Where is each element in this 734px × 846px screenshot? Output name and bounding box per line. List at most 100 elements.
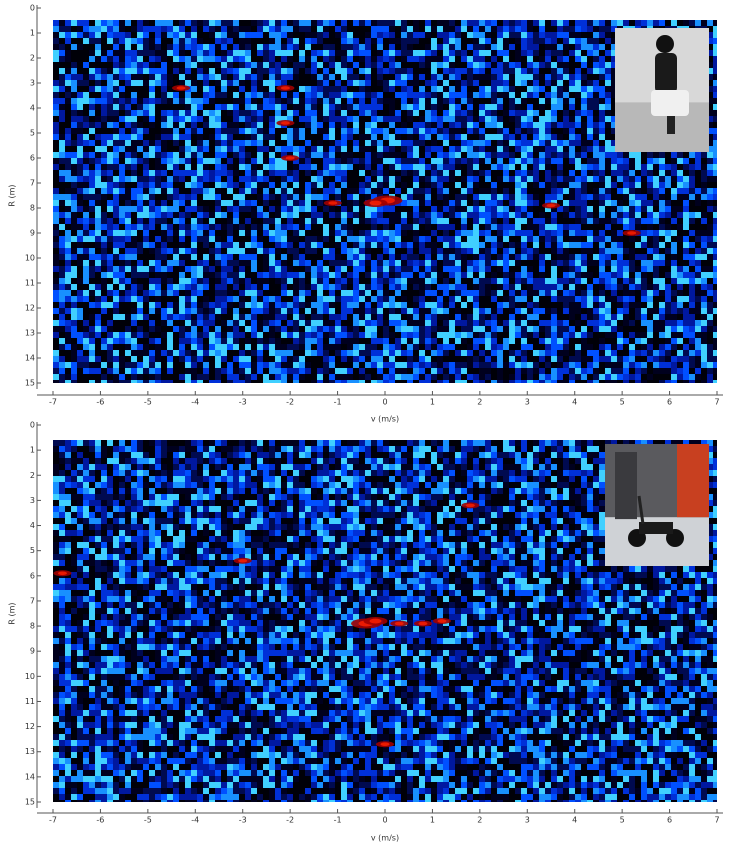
heatmap-cell xyxy=(89,266,95,272)
heatmap-cell xyxy=(707,272,713,278)
heatmap-cell xyxy=(713,284,717,290)
heatmap-cell xyxy=(335,242,341,248)
heatmap-cell xyxy=(353,146,359,152)
heatmap-cell xyxy=(485,236,491,242)
heatmap-cell xyxy=(341,26,347,32)
heatmap-cell xyxy=(587,272,593,278)
heatmap-cell xyxy=(407,260,413,266)
heatmap-cell xyxy=(605,194,611,200)
heatmap-cell xyxy=(587,74,593,80)
heatmap-cell xyxy=(425,218,431,224)
heatmap-cell xyxy=(293,44,299,50)
heatmap-cell xyxy=(317,194,323,200)
heatmap-cell xyxy=(113,248,119,254)
heatmap-cell xyxy=(491,92,497,98)
heatmap-cell xyxy=(593,206,599,212)
heatmap-cell xyxy=(269,242,275,248)
heatmap-cell xyxy=(293,206,299,212)
heatmap-cell xyxy=(437,218,443,224)
heatmap-cell xyxy=(113,74,119,80)
heatmap-cell xyxy=(299,146,305,152)
heatmap-cell xyxy=(611,242,617,248)
heatmap-cell xyxy=(665,248,671,254)
heatmap-cell xyxy=(101,110,107,116)
heatmap-cell xyxy=(383,104,389,110)
heatmap-cell xyxy=(599,98,605,104)
heatmap-cell xyxy=(281,272,287,278)
heatmap-cell xyxy=(221,134,227,140)
heatmap-cell xyxy=(203,50,209,56)
heatmap-cell xyxy=(233,248,239,254)
heatmap-cell xyxy=(431,110,437,116)
heatmap-cell xyxy=(491,278,497,284)
heatmap-cell xyxy=(539,188,545,194)
heatmap-cell xyxy=(575,158,581,164)
heatmap-cell xyxy=(611,176,617,182)
heatmap-cell xyxy=(503,254,509,260)
heatmap-cell xyxy=(317,206,323,212)
heatmap-cell xyxy=(545,44,551,50)
heatmap-cell xyxy=(95,278,101,284)
heatmap-cell xyxy=(119,158,125,164)
heatmap-cell xyxy=(269,92,275,98)
heatmap-cell xyxy=(137,248,143,254)
heatmap-cell xyxy=(557,284,563,290)
heatmap-cell xyxy=(227,254,233,260)
heatmap-cell xyxy=(539,182,545,188)
heatmap-cell xyxy=(569,32,575,38)
heatmap-cell xyxy=(197,74,203,80)
heatmap-cell xyxy=(335,74,341,80)
heatmap-cell xyxy=(353,176,359,182)
heatmap-cell xyxy=(215,116,221,122)
heatmap-cell xyxy=(491,56,497,62)
heatmap-cell xyxy=(149,68,155,74)
heatmap-cell xyxy=(491,242,497,248)
heatmap-cell xyxy=(605,122,611,128)
heatmap-cell xyxy=(287,260,293,266)
heatmap-cell xyxy=(167,74,173,80)
heatmap-cell xyxy=(605,158,611,164)
heatmap-cell xyxy=(557,194,563,200)
heatmap-cell xyxy=(299,80,305,86)
heatmap-cell xyxy=(143,200,149,206)
heatmap-cell xyxy=(563,20,569,26)
heatmap-cell xyxy=(671,248,677,254)
heatmap-cell xyxy=(287,170,293,176)
heatmap-cell xyxy=(221,278,227,284)
heatmap-cell xyxy=(641,284,647,290)
heatmap-cell xyxy=(233,44,239,50)
heatmap-cell xyxy=(473,266,479,272)
heatmap-cell xyxy=(671,182,677,188)
heatmap-cell xyxy=(341,194,347,200)
heatmap-cell xyxy=(401,236,407,242)
heatmap-cell xyxy=(695,272,701,278)
heatmap-cell xyxy=(377,242,383,248)
heatmap-cell xyxy=(245,182,251,188)
heatmap-cell xyxy=(539,116,545,122)
heatmap-cell xyxy=(683,20,689,26)
heatmap-cell xyxy=(215,26,221,32)
heatmap-cell xyxy=(593,38,599,44)
heatmap-cell xyxy=(449,20,455,26)
heatmap-cell xyxy=(491,68,497,74)
heatmap-cell xyxy=(221,248,227,254)
heatmap-cell xyxy=(491,122,497,128)
heatmap-cell xyxy=(71,188,77,194)
heatmap-cell xyxy=(683,152,689,158)
heatmap-cell xyxy=(377,44,383,50)
heatmap-cell xyxy=(125,74,131,80)
heatmap-cell xyxy=(521,32,527,38)
heatmap-cell xyxy=(203,182,209,188)
heatmap-cell xyxy=(359,152,365,158)
heatmap-cell xyxy=(713,116,717,122)
heatmap-cell xyxy=(113,188,119,194)
heatmap-cell xyxy=(419,50,425,56)
heatmap-cell xyxy=(227,26,233,32)
heatmap-cell xyxy=(419,248,425,254)
heatmap-cell xyxy=(605,152,611,158)
heatmap-cell xyxy=(95,68,101,74)
heatmap-cell xyxy=(287,32,293,38)
heatmap-cell xyxy=(563,200,569,206)
heatmap-cell xyxy=(539,194,545,200)
heatmap-cell xyxy=(215,206,221,212)
